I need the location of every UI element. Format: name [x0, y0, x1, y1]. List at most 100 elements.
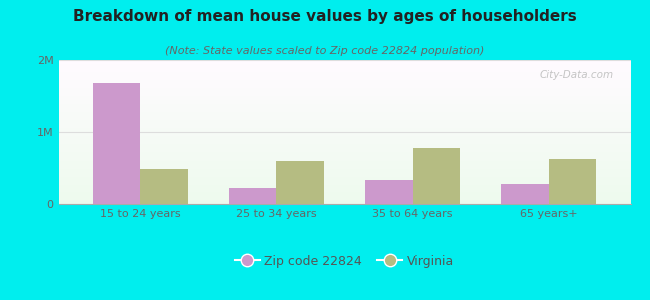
Bar: [58, 188, 630, 189]
Bar: [58, 200, 630, 201]
Bar: [58, 194, 630, 195]
Bar: [58, 152, 630, 153]
Bar: [58, 203, 630, 204]
Bar: [58, 66, 630, 67]
Bar: [58, 126, 630, 127]
Bar: [58, 99, 630, 100]
Bar: [58, 176, 630, 177]
Bar: [58, 64, 630, 65]
Bar: [58, 137, 630, 138]
Bar: [58, 109, 630, 110]
Bar: [58, 85, 630, 86]
Bar: [58, 150, 630, 151]
Bar: [58, 140, 630, 141]
Bar: [58, 187, 630, 188]
Bar: [58, 65, 630, 66]
Bar: [58, 153, 630, 154]
Text: (Note: State values scaled to Zip code 22824 population): (Note: State values scaled to Zip code 2…: [165, 46, 485, 56]
Bar: [58, 102, 630, 103]
Bar: [58, 179, 630, 180]
Bar: [58, 76, 630, 77]
Bar: [58, 163, 630, 164]
Bar: [58, 74, 630, 75]
Bar: [58, 141, 630, 142]
Bar: [58, 89, 630, 90]
Bar: [58, 127, 630, 128]
Bar: [58, 157, 630, 158]
Bar: [58, 184, 630, 185]
Bar: [58, 142, 630, 143]
Bar: [58, 95, 630, 96]
Bar: [58, 98, 630, 99]
Bar: [58, 192, 630, 193]
Bar: [58, 84, 630, 85]
Bar: [58, 174, 630, 175]
Bar: [58, 191, 630, 192]
Bar: [58, 123, 630, 124]
Bar: [58, 154, 630, 155]
Bar: [58, 72, 630, 73]
Bar: [58, 114, 630, 115]
Bar: [58, 103, 630, 104]
Bar: [58, 104, 630, 105]
Bar: [58, 87, 630, 88]
Bar: [549, 159, 597, 204]
Bar: [58, 169, 630, 170]
Bar: [58, 68, 630, 69]
Bar: [58, 70, 630, 71]
Bar: [58, 63, 630, 64]
Bar: [58, 175, 630, 176]
Bar: [58, 155, 630, 156]
Bar: [58, 119, 630, 120]
Bar: [229, 188, 276, 204]
Bar: [58, 177, 630, 178]
Bar: [58, 162, 630, 163]
Bar: [58, 160, 630, 161]
Bar: [58, 121, 630, 122]
Bar: [58, 91, 630, 92]
Bar: [58, 71, 630, 72]
Bar: [58, 113, 630, 114]
Bar: [58, 83, 630, 84]
Bar: [58, 195, 630, 196]
Bar: [58, 107, 630, 108]
Bar: [58, 120, 630, 121]
Bar: [58, 186, 630, 187]
Bar: [58, 90, 630, 91]
Bar: [58, 129, 630, 130]
Bar: [58, 133, 630, 134]
Bar: [58, 112, 630, 113]
Bar: [58, 128, 630, 129]
Bar: [58, 145, 630, 146]
Bar: [58, 178, 630, 179]
Bar: [58, 136, 630, 137]
Bar: [58, 134, 630, 135]
Bar: [58, 151, 630, 152]
Bar: [58, 201, 630, 202]
Bar: [276, 161, 324, 204]
Bar: [58, 181, 630, 182]
Bar: [58, 97, 630, 98]
Bar: [58, 73, 630, 74]
Bar: [58, 159, 630, 160]
Bar: [140, 169, 188, 204]
Bar: [58, 111, 630, 112]
Bar: [58, 61, 630, 62]
Bar: [58, 169, 630, 170]
Bar: [58, 132, 630, 133]
Bar: [58, 100, 630, 101]
Bar: [58, 117, 630, 118]
Bar: [58, 170, 630, 171]
Bar: [58, 92, 630, 93]
Bar: [58, 101, 630, 102]
Bar: [58, 161, 630, 162]
Bar: [58, 82, 630, 83]
Legend: Zip code 22824, Virginia: Zip code 22824, Virginia: [229, 250, 460, 273]
Bar: [58, 167, 630, 168]
Bar: [58, 138, 630, 139]
Bar: [58, 190, 630, 191]
Bar: [58, 135, 630, 136]
Bar: [58, 173, 630, 174]
Bar: [58, 143, 630, 144]
Bar: [58, 193, 630, 194]
